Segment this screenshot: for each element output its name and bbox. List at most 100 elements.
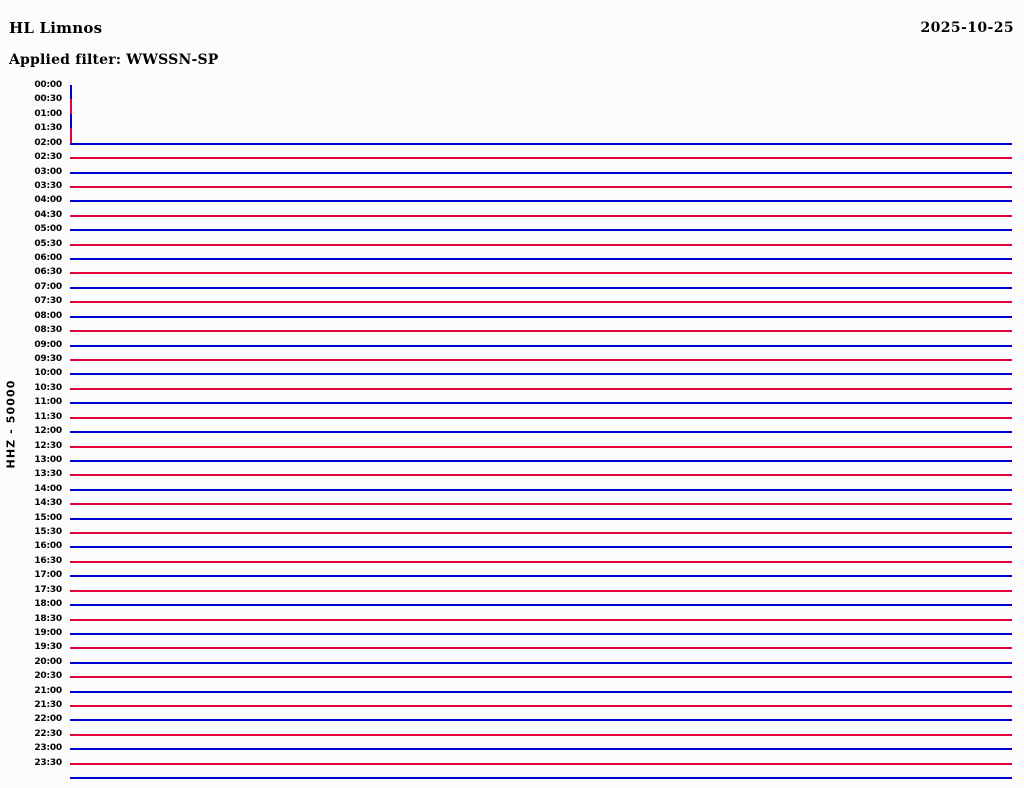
seismic-trace [70, 690, 1012, 693]
seismic-trace [70, 373, 1012, 376]
trace-time-label: 23:30 [34, 757, 62, 768]
trace-row: 05:30 [0, 239, 1024, 255]
trace-time-label: 07:00 [34, 281, 62, 292]
trace-row: 08:00 [0, 310, 1024, 327]
header-bar: HL Limnos 2025-10-25 Applied filter: WWS… [0, 0, 1024, 76]
trace-row: 17:30 [0, 584, 1024, 601]
trace-time-label: 18:30 [34, 613, 62, 624]
trace-row: 06:30 [0, 268, 1024, 283]
seismic-trace [70, 589, 1012, 592]
seismic-trace [70, 171, 1012, 174]
trace-row: 19:00 [0, 627, 1024, 644]
seismic-trace [70, 402, 1012, 405]
seismic-trace [70, 330, 1012, 333]
seismic-trace [70, 142, 1012, 145]
no-data-axis-stub [70, 85, 72, 100]
trace-time-label: 06:00 [34, 253, 62, 264]
trace-row: 01:00 [0, 109, 1024, 125]
trace-row: 06:00 [0, 254, 1024, 269]
trace-row: 00:00 [0, 81, 1024, 96]
seismic-trace [70, 474, 1012, 477]
trace-time-label: 18:00 [34, 599, 62, 610]
trace-time-label: 12:00 [34, 426, 62, 437]
trace-time-label: 08:00 [34, 310, 62, 321]
trace-row: 16:00 [0, 542, 1024, 557]
trace-time-label: 13:30 [34, 469, 62, 480]
trace-time-label: 13:00 [34, 454, 62, 465]
trace-time-label: 09:30 [34, 353, 62, 364]
seismic-trace [70, 748, 1012, 751]
trace-time-label: 21:00 [34, 685, 62, 696]
page-title: HL Limnos [9, 19, 103, 37]
trace-row: 22:30 [0, 728, 1024, 745]
trace-row: 15:00 [0, 513, 1024, 529]
trace-row: 20:30 [0, 672, 1024, 687]
trace-time-label: 02:30 [34, 152, 62, 163]
trace-row: 10:30 [0, 383, 1024, 399]
trace-row: 08:30 [0, 326, 1024, 341]
trace-time-label: 12:30 [34, 440, 62, 451]
trace-time-label: 20:30 [34, 671, 62, 682]
trace-time-label: 17:00 [34, 570, 62, 581]
trace-time-label: 01:30 [34, 123, 62, 134]
seismic-trace [70, 676, 1012, 679]
seismic-trace [70, 532, 1012, 535]
trace-row: 13:30 [0, 470, 1024, 485]
no-data-axis-stub [70, 128, 72, 143]
trace-time-label: 16:30 [34, 555, 62, 566]
trace-time-label: 23:00 [34, 743, 62, 754]
trace-row: 15:30 [0, 528, 1024, 543]
trace-time-label: 10:00 [34, 368, 62, 379]
trace-time-label: 11:00 [34, 397, 62, 408]
seismic-trace [70, 358, 1012, 361]
seismic-trace [70, 301, 1012, 304]
seismic-trace [70, 258, 1012, 261]
trace-time-label: 04:00 [34, 195, 62, 206]
trace-time-label: 00:30 [34, 94, 62, 105]
seismic-trace [70, 344, 1012, 347]
no-data-axis-stub [70, 113, 72, 129]
seismic-trace [70, 604, 1012, 607]
trace-row: 01:30 [0, 124, 1024, 139]
trace-row: 11:30 [0, 412, 1024, 428]
trace-row: 11:00 [0, 398, 1024, 413]
seismic-trace [70, 661, 1012, 664]
seismic-trace [70, 517, 1012, 520]
seismic-trace [70, 286, 1012, 289]
seismic-trace [70, 243, 1012, 246]
seismic-trace [70, 632, 1012, 635]
trace-row: 23:00 [0, 744, 1024, 759]
seismic-trace [70, 546, 1012, 549]
trace-time-label: 22:30 [34, 728, 62, 739]
seismic-trace [70, 445, 1012, 448]
trace-row: 12:30 [0, 440, 1024, 457]
trace-row: 20:00 [0, 657, 1024, 673]
seismic-trace [70, 459, 1012, 462]
seismic-trace [70, 315, 1012, 318]
seismic-trace [70, 719, 1012, 722]
trace-row: 14:30 [0, 499, 1024, 514]
trace-row: 13:00 [0, 454, 1024, 471]
trace-row: 17:00 [0, 571, 1024, 586]
trace-row: 10:00 [0, 369, 1024, 384]
seismic-trace [70, 762, 1012, 765]
trace-time-label: 08:30 [34, 325, 62, 336]
seismic-trace [70, 733, 1012, 736]
trace-row: 00:30 [0, 95, 1024, 110]
trace-row: 18:30 [0, 613, 1024, 630]
trace-row: 12:00 [0, 427, 1024, 442]
seismic-trace [70, 229, 1012, 232]
no-data-axis-stub [70, 99, 72, 114]
seismic-trace [70, 272, 1012, 275]
trace-time-label: 17:30 [34, 584, 62, 595]
trace-time-label: 09:00 [34, 339, 62, 350]
trace-row: 23:30 [0, 757, 1024, 774]
trace-time-label: 19:00 [34, 627, 62, 638]
trace-time-label: 15:30 [34, 527, 62, 538]
plot-date: 2025-10-25 [920, 20, 1014, 36]
trace-time-label: 03:30 [34, 180, 62, 191]
seismic-trace [70, 618, 1012, 621]
seismic-trace [70, 387, 1012, 390]
trace-time-label: 21:30 [34, 700, 62, 711]
